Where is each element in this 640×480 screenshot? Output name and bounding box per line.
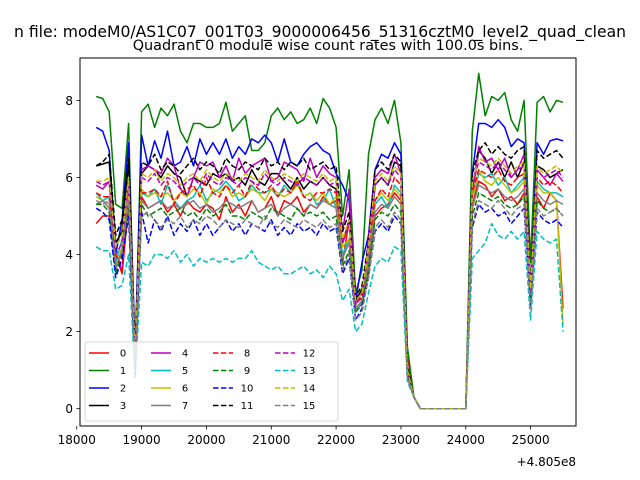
x-tick-label: 22000: [317, 433, 355, 447]
x-tick-label: 18000: [58, 433, 96, 447]
series-line-10: [95, 203, 564, 410]
legend-label-3: 3: [120, 401, 126, 412]
legend-label-4: 4: [182, 349, 188, 360]
legend-label-14: 14: [303, 384, 316, 395]
y-tick-label: 6: [65, 171, 73, 185]
axes-frame: [79, 57, 577, 427]
y-tick-label: 8: [65, 94, 73, 108]
series-line-9: [96, 192, 564, 410]
legend-label-12: 12: [303, 349, 316, 360]
legend-label-2: 2: [120, 384, 126, 395]
x-axis-offset-label: +4.805e8: [517, 455, 576, 469]
series-line-15: [95, 199, 564, 410]
legend-label-0: 0: [120, 349, 126, 360]
y-axis: 0 2 4 6 8: [65, 94, 80, 416]
legend-label-6: 6: [182, 384, 188, 395]
legend-label-9: 9: [244, 366, 250, 377]
legend-label-5: 5: [182, 366, 188, 377]
x-tick-label: 21000: [252, 433, 290, 447]
x-tick-label: 24000: [447, 433, 485, 447]
series-line-13: [95, 222, 564, 410]
legend-label-11: 11: [241, 401, 254, 412]
legend-label-15: 15: [303, 401, 316, 412]
legend-label-1: 1: [120, 366, 126, 377]
legend-label-13: 13: [303, 366, 316, 377]
series-line-14: [96, 157, 564, 410]
x-tick-label: 20000: [187, 433, 225, 447]
series-line-8: [95, 168, 564, 410]
x-tick-label: 25000: [512, 433, 550, 447]
legend-label-8: 8: [244, 349, 250, 360]
y-tick-label: 0: [65, 402, 73, 416]
series-line-11: [95, 142, 564, 410]
x-tick-label: 19000: [123, 433, 161, 447]
y-tick-label: 4: [65, 248, 73, 262]
y-tick-label: 2: [65, 325, 73, 339]
series-line-12: [95, 161, 564, 410]
legend-label-7: 7: [182, 401, 188, 412]
x-tick-label: 23000: [382, 433, 420, 447]
series-line-1: [95, 72, 564, 410]
series-line-4: [95, 145, 564, 410]
plot-series-group: [95, 72, 564, 410]
x-axis: 18000 19000 20000 21000 22000 23000 24000 25000: [58, 426, 550, 447]
legend-label-10: 10: [241, 384, 254, 395]
chart-title: Quadrant 0 module wise count rates with …: [133, 38, 524, 54]
figure-suptitle: n file: modeM0/AS1C07_001T03_9000006456_…: [14, 23, 626, 42]
legend-box: [84, 341, 339, 422]
